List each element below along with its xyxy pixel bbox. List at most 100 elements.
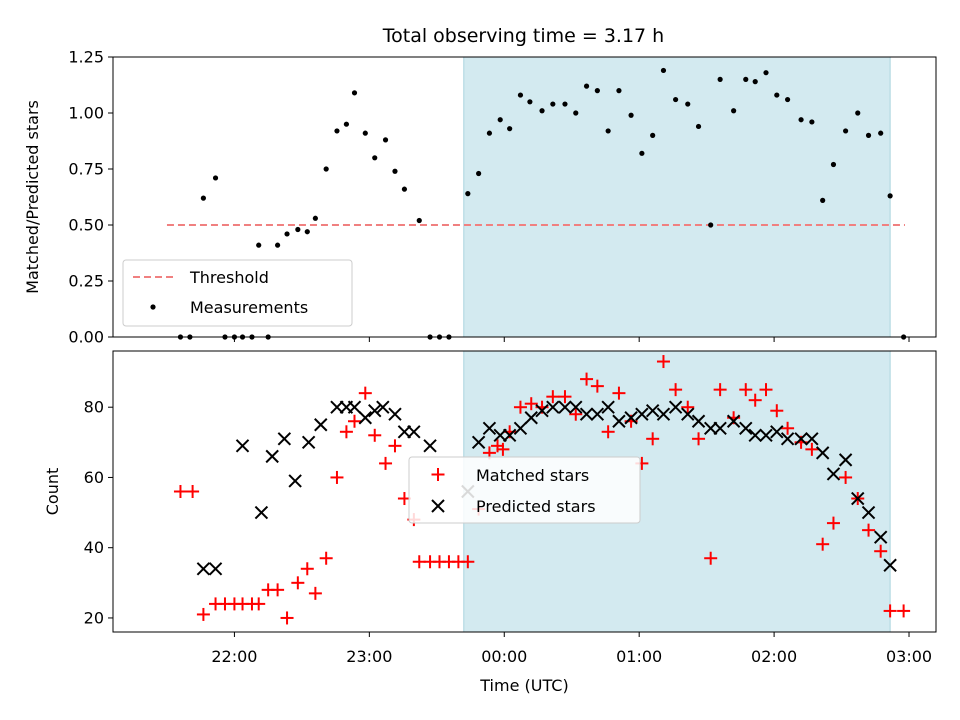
matched-star-marker <box>805 442 819 456</box>
x-tick-label: 22:00 <box>211 647 257 666</box>
predicted-star-marker <box>535 404 549 418</box>
matched-star-marker <box>388 439 402 453</box>
predicted-star-marker <box>713 421 727 435</box>
measurement-point <box>382 137 389 143</box>
measurement-point <box>334 128 340 134</box>
measurement-point <box>527 99 533 105</box>
matched-star-marker <box>271 583 285 597</box>
measurement-point <box>323 166 329 172</box>
predicted-star-marker <box>314 418 328 432</box>
predicted-star-marker <box>493 428 507 443</box>
y-tick-label: 60 <box>84 468 104 487</box>
measurement-point <box>628 112 634 118</box>
measurement-point <box>416 217 422 224</box>
measurement-point <box>660 67 667 74</box>
matched-star-marker <box>330 470 344 484</box>
bottom-legend: Matched stars Predicted stars <box>408 456 641 524</box>
matched-star-marker <box>569 407 583 421</box>
predicted-star-marker <box>739 421 753 435</box>
measurement-point <box>855 110 861 116</box>
predicted-star-marker <box>883 558 897 572</box>
top-x-ticks <box>233 337 910 342</box>
predicted-star-marker <box>815 446 830 460</box>
matched-star-marker <box>348 414 362 428</box>
matched-star-marker <box>883 604 897 618</box>
matched-star-marker <box>748 393 762 407</box>
predicted-star-marker <box>235 439 250 453</box>
y-tick-label: 0.50 <box>68 216 104 235</box>
predicted-star-marker <box>471 435 486 450</box>
predicted-star-marker <box>861 505 876 520</box>
matched-star-marker <box>513 400 527 414</box>
matched-star-marker <box>656 355 670 369</box>
measurement-point <box>539 108 545 114</box>
observing-window-shade <box>463 56 891 338</box>
measurement-point <box>256 242 262 248</box>
matched-star-marker <box>692 432 706 446</box>
measurement-point <box>798 117 804 123</box>
predicted-star-marker <box>376 400 390 414</box>
measurement-point <box>573 110 579 116</box>
predicted-star-marker <box>330 400 344 414</box>
matched-star-marker <box>308 586 322 600</box>
legend-predicted-label: Predicted stars <box>476 497 596 516</box>
matched-star-marker <box>739 383 753 397</box>
measurement-point <box>594 88 600 94</box>
matched-star-marker <box>496 442 510 456</box>
measurement-point <box>362 130 368 136</box>
predicted-star-marker <box>397 425 412 439</box>
measurement-point <box>562 101 568 107</box>
legend-predicted-swatch <box>431 499 445 513</box>
matched-star-marker <box>291 576 305 590</box>
matched-star-marker <box>646 432 660 446</box>
predicted-stars-points <box>196 400 897 576</box>
measurement-point <box>685 101 691 107</box>
matched-star-marker <box>379 456 393 470</box>
predicted-star-marker <box>656 407 671 421</box>
chart-title: Total observing time = 3.17 h <box>382 25 664 47</box>
measurement-point <box>673 96 679 103</box>
top-legend-box <box>122 259 353 327</box>
measurement-point <box>275 242 281 248</box>
matched-star-marker <box>300 562 314 576</box>
predicted-star-marker <box>301 435 316 450</box>
matched-star-marker <box>681 400 695 414</box>
measurement-point <box>865 132 872 138</box>
legend-measurements-label: Measurements <box>190 298 308 317</box>
matched-star-marker <box>862 523 876 537</box>
measurement-point <box>830 161 837 168</box>
matched-star-marker <box>368 428 382 442</box>
matched-star-marker <box>339 425 353 439</box>
measurement-point <box>304 229 310 235</box>
measurement-point <box>295 226 301 233</box>
measurement-point <box>843 128 849 134</box>
bottom-y-ticks: 20 40 60 80 <box>84 398 113 627</box>
measurement-point <box>212 175 219 181</box>
measurement-point <box>639 150 645 156</box>
bottom-axes-frame <box>112 350 937 633</box>
x-tick-label: 02:00 <box>751 647 797 666</box>
predicted-star-marker <box>635 407 649 421</box>
matched-star-marker <box>558 390 572 404</box>
measurement-point <box>731 108 737 114</box>
predicted-star-marker <box>624 411 638 425</box>
bottom-y-axis-label: Count <box>43 468 62 516</box>
measurement-point <box>650 132 656 138</box>
measurement-point <box>583 83 590 89</box>
predicted-star-marker <box>826 467 841 481</box>
y-tick-label: 40 <box>84 538 104 557</box>
predicted-star-marker <box>703 421 718 435</box>
matched-star-marker <box>770 404 784 418</box>
matched-star-marker <box>826 516 840 530</box>
measurement-point <box>507 126 513 132</box>
predicted-star-marker <box>407 425 421 439</box>
predicted-star-marker <box>805 432 819 446</box>
legend-threshold-label: Threshold <box>189 268 269 287</box>
predicted-star-marker <box>590 407 605 421</box>
matched-star-marker <box>186 485 200 498</box>
predicted-star-marker <box>838 453 853 467</box>
measurement-point <box>476 170 482 177</box>
predicted-star-marker <box>388 407 402 421</box>
